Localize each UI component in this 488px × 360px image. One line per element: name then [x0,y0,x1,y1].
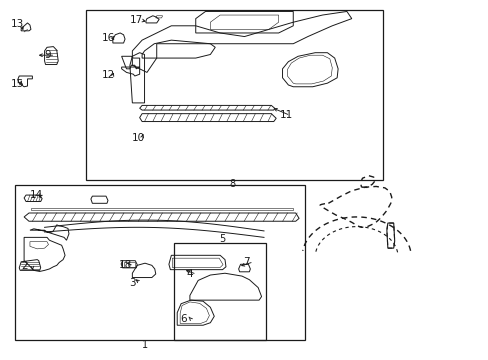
Text: 7: 7 [243,257,249,267]
Text: 13: 13 [10,19,23,29]
Bar [173,243,266,339]
Text: 1: 1 [141,340,147,350]
Text: 17: 17 [130,15,143,25]
Text: 2: 2 [21,261,28,271]
Bar [86,10,383,180]
Text: 10: 10 [131,133,144,143]
Bar [15,185,305,339]
Text: 14: 14 [30,190,43,200]
Text: 8: 8 [229,179,235,189]
Text: 16: 16 [102,33,115,43]
Text: 12: 12 [102,70,115,80]
Text: 3: 3 [129,278,136,288]
Text: 4: 4 [185,269,192,279]
Text: 9: 9 [44,50,51,60]
Text: 6: 6 [180,314,186,324]
Text: 11: 11 [279,111,292,121]
Text: 18: 18 [119,260,132,270]
Text: 15: 15 [10,79,23,89]
Text: 5: 5 [219,234,225,244]
